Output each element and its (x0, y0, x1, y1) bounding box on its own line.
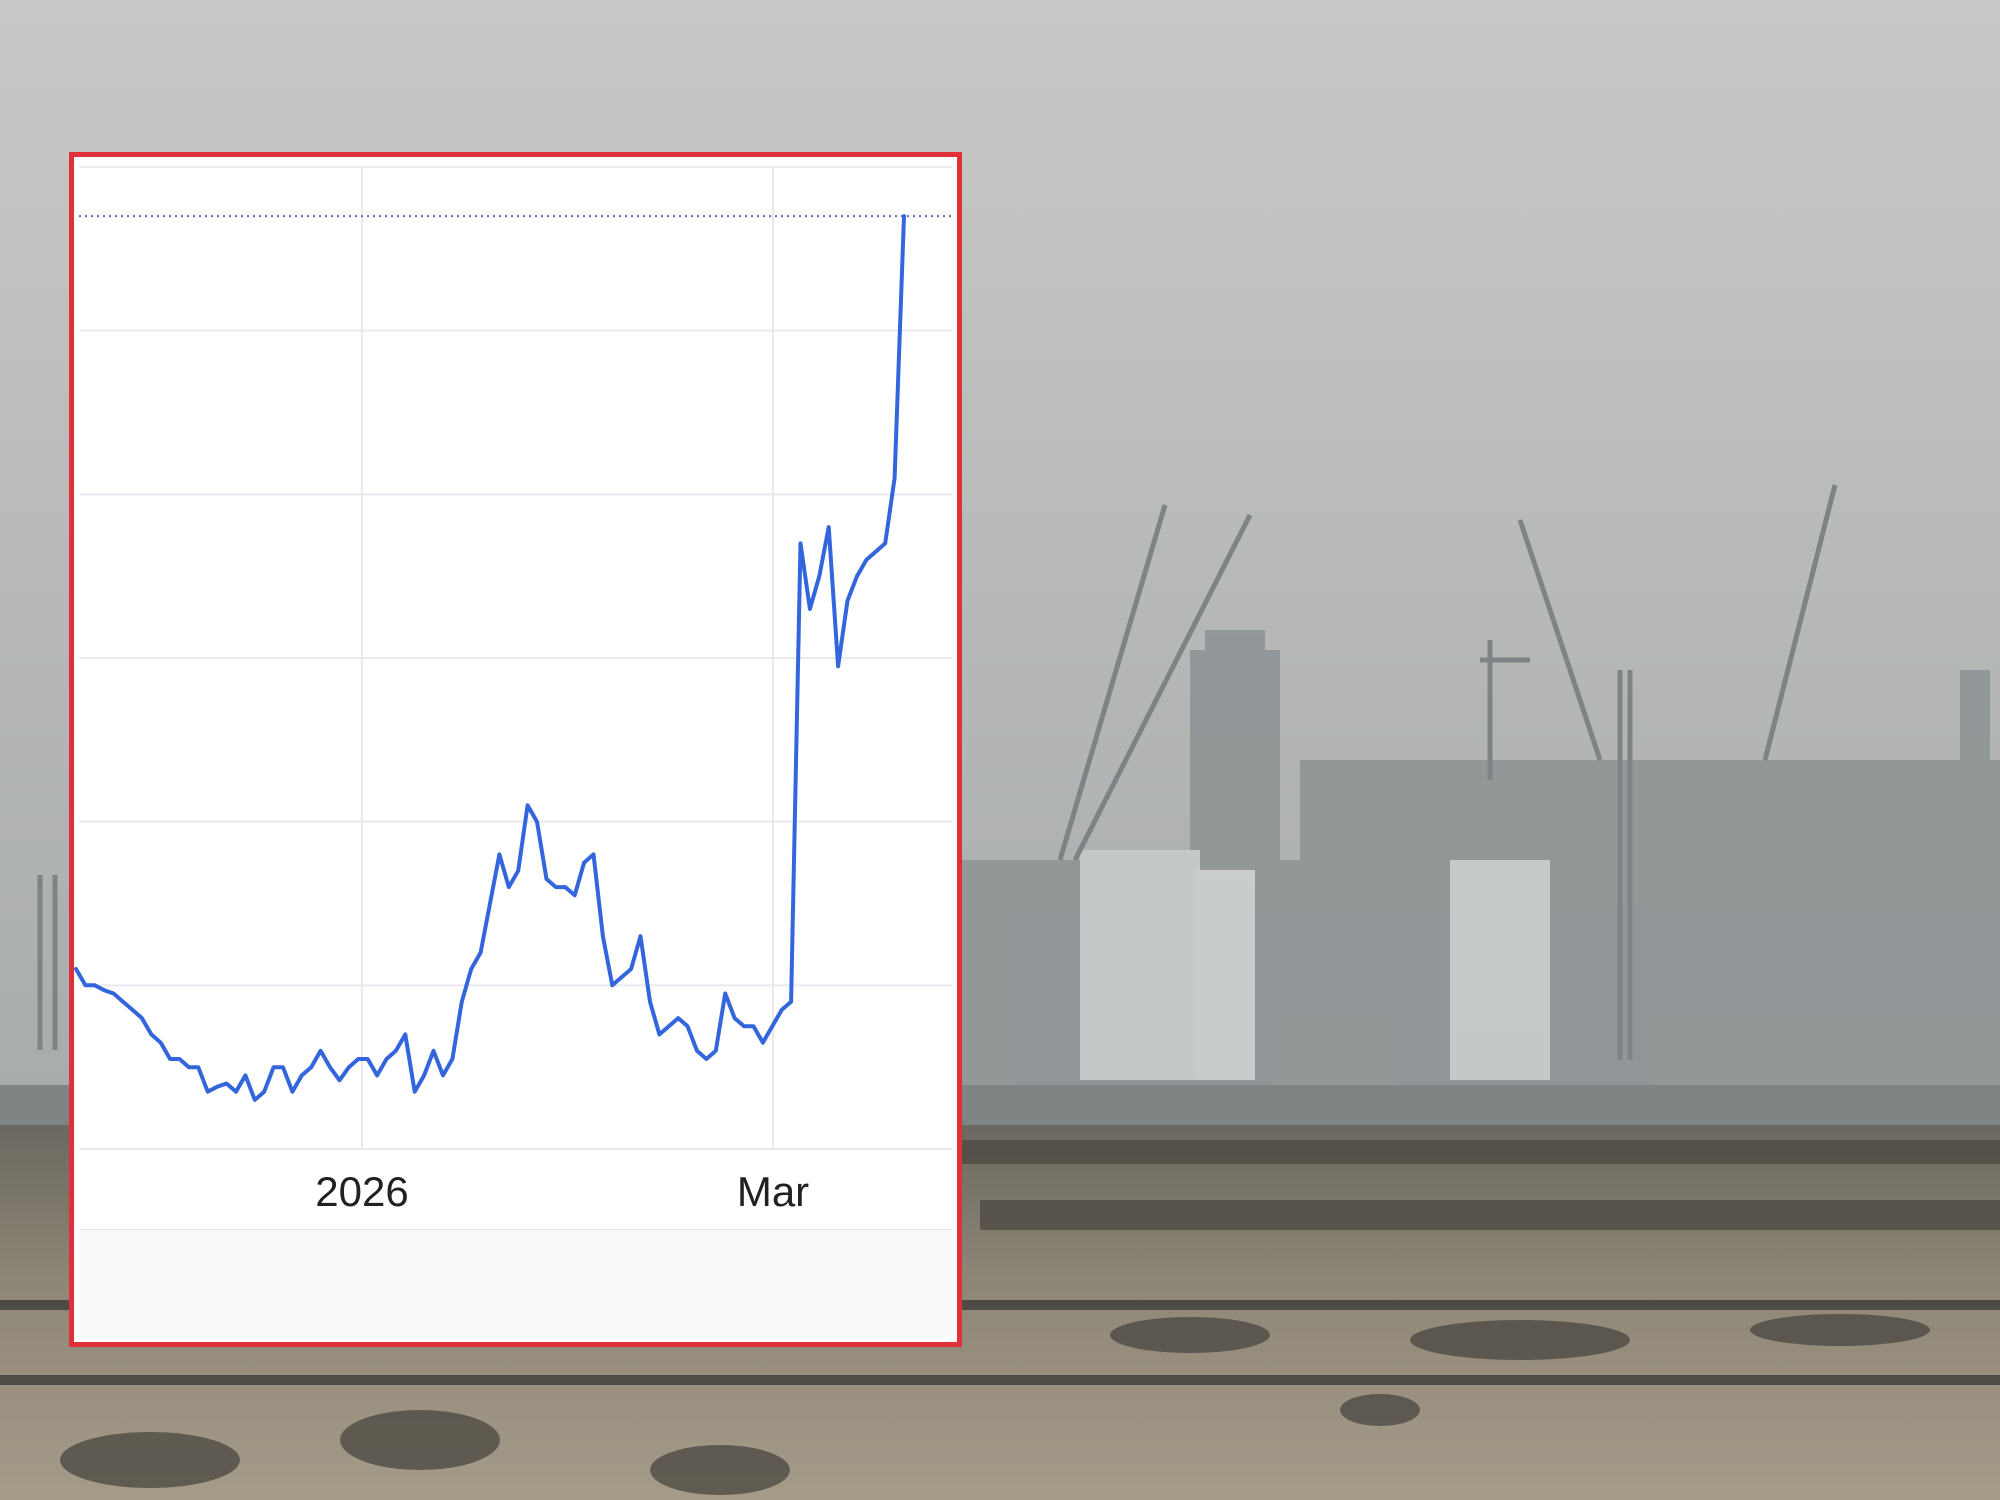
data-point (179, 1058, 180, 1060)
data-point (630, 968, 632, 970)
data-point (480, 952, 482, 954)
data-point (894, 477, 896, 479)
data-point (263, 1091, 265, 1093)
data-point (131, 1009, 133, 1011)
data-point (169, 1058, 171, 1060)
data-point (668, 1025, 670, 1027)
data-point (451, 1058, 453, 1060)
x-tick-label-mar: Mar (737, 1168, 809, 1215)
data-point (847, 600, 849, 602)
data-point (395, 1050, 397, 1052)
data-point (207, 1091, 209, 1093)
data-point (564, 886, 566, 888)
data-point (150, 1033, 152, 1035)
data-point (273, 1066, 275, 1068)
data-point (216, 1086, 218, 1088)
data-point (141, 1017, 143, 1019)
data-point (743, 1025, 745, 1027)
data-point (781, 1009, 783, 1011)
data-point (705, 1058, 707, 1060)
chart-grid (79, 166, 952, 1150)
data-point (235, 1091, 237, 1093)
data-point (498, 853, 500, 855)
data-point (884, 542, 886, 544)
data-point (611, 984, 613, 986)
data-point (386, 1058, 387, 1060)
data-point (875, 551, 877, 553)
data-point (517, 870, 519, 872)
data-point (291, 1091, 293, 1093)
data-point (103, 989, 105, 991)
data-point (837, 665, 839, 667)
data-point (640, 935, 642, 937)
data-point (687, 1025, 689, 1027)
data-point (545, 878, 547, 880)
data-point (574, 894, 576, 896)
data-point (113, 993, 115, 995)
data-point (790, 1001, 792, 1003)
data-point (658, 1033, 660, 1035)
data-point (461, 1001, 463, 1003)
data-point (160, 1042, 162, 1044)
data-point (357, 1058, 359, 1060)
data-point (734, 1017, 736, 1019)
data-point (818, 575, 820, 577)
scrub-bushes (0, 1140, 2000, 1495)
data-point (470, 968, 472, 970)
data-point (677, 1017, 679, 1019)
data-point (828, 526, 830, 528)
data-point (84, 984, 86, 986)
data-point (423, 1074, 425, 1076)
data-point (188, 1066, 190, 1068)
data-point (903, 215, 905, 217)
data-point (433, 1050, 435, 1052)
data-point (282, 1066, 284, 1068)
data-point (348, 1066, 350, 1068)
data-point (583, 862, 585, 864)
data-point (649, 1001, 651, 1003)
data-point (301, 1074, 303, 1076)
data-point (75, 968, 77, 970)
series-points (75, 215, 905, 1101)
data-point (367, 1058, 369, 1060)
data-point (226, 1083, 228, 1085)
data-point (771, 1025, 773, 1027)
data-point (762, 1042, 764, 1044)
data-point (94, 984, 96, 986)
data-point (489, 903, 491, 904)
crane-silhouettes (37, 484, 1838, 1060)
data-point (244, 1074, 246, 1076)
data-point (621, 976, 623, 978)
data-point (320, 1050, 322, 1052)
data-point (856, 575, 858, 577)
data-point (404, 1033, 406, 1035)
data-point (865, 559, 867, 561)
data-point (338, 1079, 340, 1081)
data-point (696, 1050, 698, 1052)
price-chart: 2026 Mar (74, 166, 952, 1215)
data-point (724, 993, 726, 995)
data-point (122, 1001, 124, 1003)
data-point (752, 1025, 754, 1027)
data-point (800, 542, 801, 544)
data-point (329, 1066, 331, 1068)
data-point (414, 1091, 416, 1093)
chart-panel: 2026 Mar (69, 152, 962, 1347)
data-point (254, 1099, 256, 1101)
data-point (310, 1066, 312, 1068)
data-point (555, 886, 557, 888)
data-point (197, 1066, 199, 1068)
data-point (536, 821, 538, 823)
data-point (527, 804, 529, 806)
data-point (508, 886, 510, 888)
data-point (715, 1050, 717, 1052)
data-point (593, 853, 594, 855)
data-point (809, 608, 811, 610)
data-point (602, 935, 604, 937)
industrial-plant-silhouette (960, 630, 2000, 1100)
x-tick-label-2026: 2026 (315, 1168, 408, 1215)
chart-footer-area (79, 1229, 952, 1337)
data-point (442, 1074, 444, 1076)
data-point (376, 1074, 378, 1076)
